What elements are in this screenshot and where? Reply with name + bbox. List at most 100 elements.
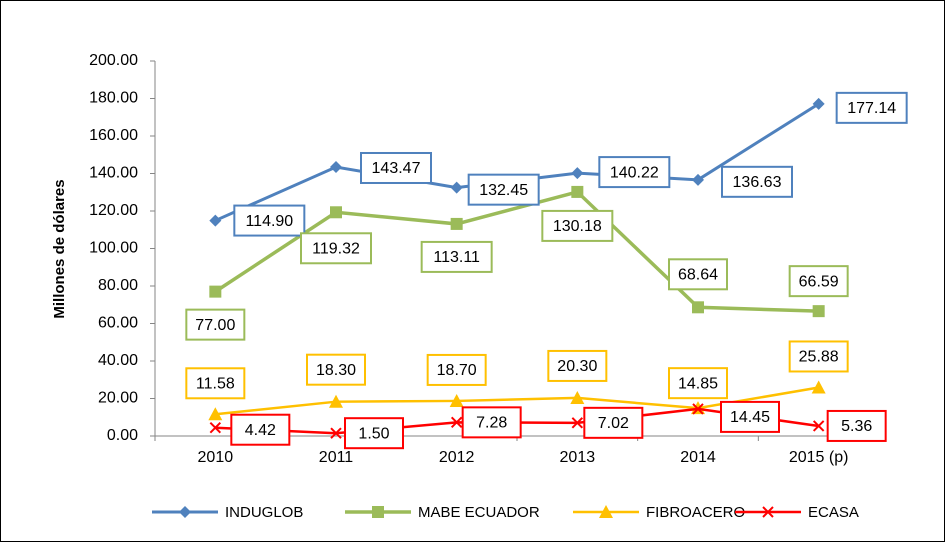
data-label-box <box>461 406 522 439</box>
marker <box>208 407 223 421</box>
data-label: 143.47 <box>372 160 421 177</box>
data-label: 68.64 <box>678 267 718 284</box>
data-label-box <box>668 258 728 291</box>
legend-label: FIBROACERO <box>646 504 745 521</box>
data-label: 77.00 <box>195 317 235 334</box>
data-label: 136.63 <box>733 174 782 191</box>
data-label-box <box>720 400 780 433</box>
data-label: 5.36 <box>841 418 872 435</box>
data-label-box <box>547 349 608 382</box>
data-label: 18.70 <box>437 362 477 379</box>
marker <box>692 403 704 415</box>
data-label-box <box>541 209 614 242</box>
data-label-box <box>185 308 246 341</box>
legend-label: ECASA <box>808 504 859 521</box>
x-tick-label: 2014 <box>680 449 716 466</box>
marker <box>329 394 343 408</box>
data-label: 4.42 <box>245 422 276 439</box>
data-label: 20.30 <box>557 358 597 375</box>
data-label-box <box>420 240 493 273</box>
y-axis-label: Millones de dólares <box>51 179 68 318</box>
marker <box>209 285 222 298</box>
data-label-box <box>835 91 908 124</box>
y-tick-label: 200.00 <box>89 52 138 69</box>
data-label: 113.11 <box>433 249 480 266</box>
data-label: 14.45 <box>730 409 770 426</box>
data-label-box <box>233 204 306 237</box>
legend-label: INDUGLOB <box>225 504 303 521</box>
y-tick-label: 120.00 <box>89 202 138 219</box>
y-tick-label: 100.00 <box>89 240 138 257</box>
y-tick-label: 60.00 <box>98 315 138 332</box>
y-tick-label: 160.00 <box>89 127 138 144</box>
x-tick-label: 2015 (p) <box>789 449 849 466</box>
marker <box>330 206 342 219</box>
marker <box>372 506 384 518</box>
marker <box>330 427 342 439</box>
data-label: 119.32 <box>312 240 360 257</box>
data-label-box <box>788 265 849 298</box>
data-label: 130.18 <box>553 218 602 235</box>
data-label-box <box>598 156 671 189</box>
data-label-box <box>185 367 246 400</box>
y-tick-label: 180.00 <box>89 90 138 107</box>
data-label-box <box>426 353 487 386</box>
data-label-box <box>826 409 887 442</box>
marker <box>450 181 463 194</box>
y-tick-label: 0.00 <box>107 427 138 444</box>
data-label: 18.30 <box>316 362 356 379</box>
data-label-box <box>788 340 849 373</box>
data-label-box <box>467 173 540 206</box>
data-label-box <box>344 417 404 450</box>
data-label-box <box>583 406 644 439</box>
data-label: 14.85 <box>678 375 718 392</box>
marker <box>449 393 464 407</box>
marker <box>812 420 825 432</box>
x-tick-label: 2010 <box>198 449 234 466</box>
data-label: 7.02 <box>598 415 629 432</box>
data-label: 177.14 <box>847 100 896 117</box>
series-line <box>214 189 819 313</box>
marker <box>570 390 585 404</box>
data-label: 114.90 <box>245 213 293 230</box>
data-label-box <box>360 151 432 184</box>
series-line <box>215 386 819 416</box>
x-tick-label: 2013 <box>560 449 596 466</box>
data-label-box <box>306 353 366 386</box>
marker <box>571 185 584 198</box>
data-label-box <box>300 232 372 265</box>
marker <box>209 422 222 434</box>
marker <box>571 167 584 180</box>
data-label: 7.28 <box>476 415 507 432</box>
y-tick-label: 20.00 <box>98 390 138 407</box>
marker <box>599 505 613 518</box>
data-label: 66.59 <box>799 273 839 290</box>
marker <box>571 417 584 429</box>
data-label: 1.50 <box>358 425 389 442</box>
data-label-box <box>721 165 793 198</box>
data-label-box <box>230 413 291 446</box>
marker <box>812 97 825 110</box>
marker <box>330 160 342 173</box>
marker <box>811 380 826 394</box>
marker <box>692 301 704 314</box>
marker <box>179 506 191 518</box>
marker <box>209 214 222 227</box>
legend-label: MABE ECUADOR <box>418 504 540 521</box>
y-tick-label: 40.00 <box>98 352 138 369</box>
data-label: 132.45 <box>479 182 528 199</box>
data-label: 140.22 <box>610 164 659 181</box>
y-tick-label: 80.00 <box>98 277 138 294</box>
data-label-box <box>668 367 728 400</box>
x-tick-label: 2012 <box>439 449 475 466</box>
marker <box>762 506 774 518</box>
data-label: 11.58 <box>196 376 235 393</box>
x-tick-label: 2011 <box>319 449 354 466</box>
marker <box>812 305 825 318</box>
data-label: 25.88 <box>799 349 839 366</box>
marker <box>450 217 463 230</box>
marker <box>692 173 704 186</box>
marker <box>450 416 463 429</box>
y-tick-label: 140.00 <box>89 165 138 182</box>
